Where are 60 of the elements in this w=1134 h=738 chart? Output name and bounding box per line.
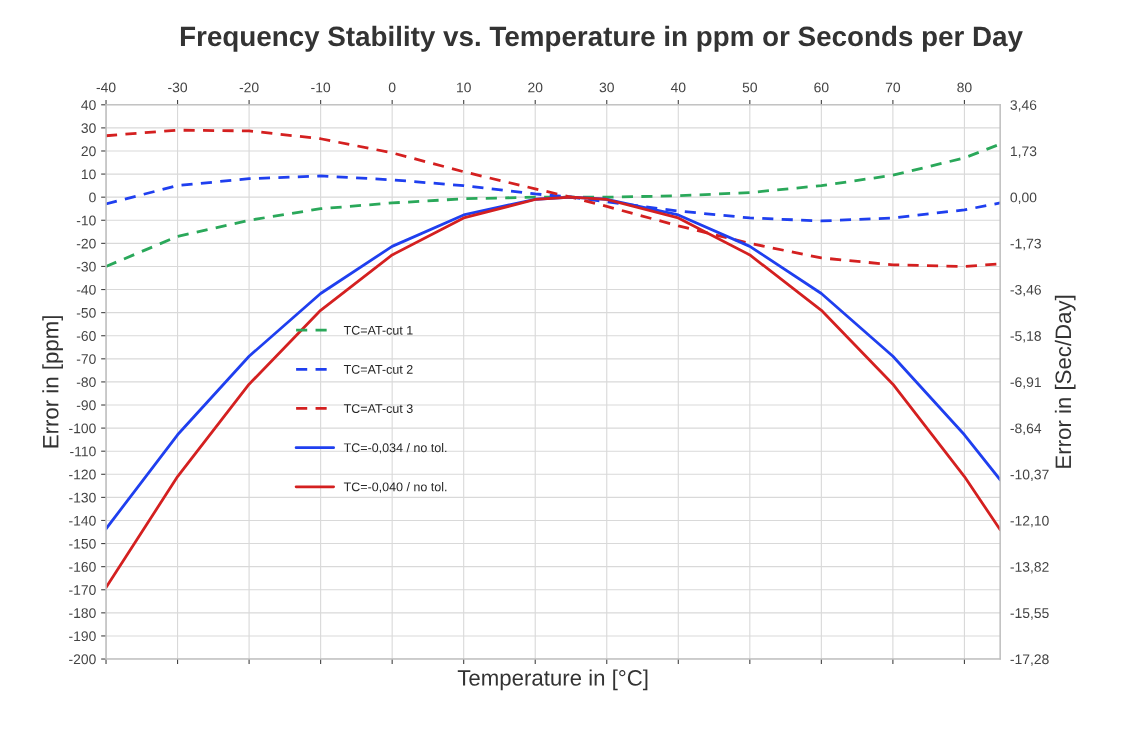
y2-tick-label: -10,37 (1010, 469, 1049, 482)
y2-tick-label: -6,91 (1010, 377, 1041, 389)
y-tick-label: -40 (76, 284, 96, 295)
x-tick-label: 40 (670, 82, 686, 93)
y2-tick-label: -3,46 (1010, 284, 1041, 297)
y-tick-label: -100 (69, 423, 96, 434)
y-tick-label: -30 (76, 261, 96, 272)
y-tick-label: -20 (76, 238, 96, 249)
y-tick-label: -150 (69, 538, 96, 549)
y2-tick-label: -12,10 (1010, 515, 1049, 528)
x-axis-title: Temperature in [°C] (457, 669, 648, 691)
x-tick-label: -20 (239, 82, 259, 93)
x-tick-label: 0 (388, 82, 396, 93)
y2-tick-label: 3,46 (1010, 100, 1037, 112)
y-tick-label: -50 (76, 307, 96, 318)
y-tick-label: -90 (76, 400, 96, 411)
y-tick-label: -130 (69, 492, 96, 503)
y-tick-label: -200 (69, 654, 96, 665)
y-tick-label: -180 (69, 608, 96, 619)
x-tick-label: 50 (742, 82, 758, 93)
y2-tick-label: -1,73 (1010, 238, 1041, 251)
y-tick-label: -70 (76, 354, 96, 364)
y-tick-label: -10 (76, 215, 96, 226)
y-tick-label: -60 (76, 331, 96, 341)
y2-tick-label: -8,64 (1010, 423, 1042, 435)
x-tick-label: 60 (814, 82, 829, 93)
y2-tick-label: -17,28 (1010, 654, 1049, 666)
y-tick-label: 0 (89, 192, 96, 203)
x-tick-label: -30 (168, 82, 188, 93)
y-tick-label: -190 (69, 631, 96, 642)
legend-label: TC=AT-cut 2 (343, 364, 413, 374)
y-tick-label: -120 (69, 469, 96, 480)
x-tick-label: 10 (457, 82, 471, 93)
y-tick-label: 10 (81, 169, 96, 180)
x-tick-label: 20 (528, 82, 543, 93)
y2-tick-label: -15,55 (1010, 608, 1049, 620)
legend-label: TC=-0,040 / no tol. (343, 482, 447, 493)
y-tick-label: 40 (81, 100, 96, 110)
y-tick-label: 20 (81, 146, 96, 157)
y2-tick-label: -5,18 (1010, 331, 1041, 343)
y-tick-label: -80 (76, 377, 96, 388)
y2-tick-label: -13,82 (1010, 562, 1049, 574)
y-tick-label: -170 (69, 585, 96, 595)
y2-tick-label: 1,73 (1010, 146, 1037, 158)
y-tick-label: -110 (70, 446, 96, 457)
legend-label: TC=AT-cut 1 (343, 325, 413, 335)
x-tick-label: -10 (311, 82, 331, 93)
y2-axis-title: Error in [Sec/Day] (1054, 295, 1076, 468)
x-tick-label: 30 (599, 82, 614, 93)
y-tick-label: 30 (81, 123, 96, 134)
legend-label: TC=-0,034 / no tol. (343, 442, 447, 454)
y-tick-label: -140 (69, 515, 96, 526)
x-tick-label: -40 (96, 82, 116, 93)
y-tick-label: -160 (69, 562, 96, 572)
chart-title: Frequency Stability vs. Temperature in ppm or Seconds per Day (180, 25, 1023, 52)
x-tick-label: 80 (957, 82, 972, 93)
y2-tick-label: 0,00 (1010, 192, 1037, 204)
y-axis-title: Error in [ppm] (42, 316, 63, 448)
x-tick-label: 70 (885, 82, 901, 93)
legend-label: TC=AT-cut 3 (343, 404, 413, 413)
